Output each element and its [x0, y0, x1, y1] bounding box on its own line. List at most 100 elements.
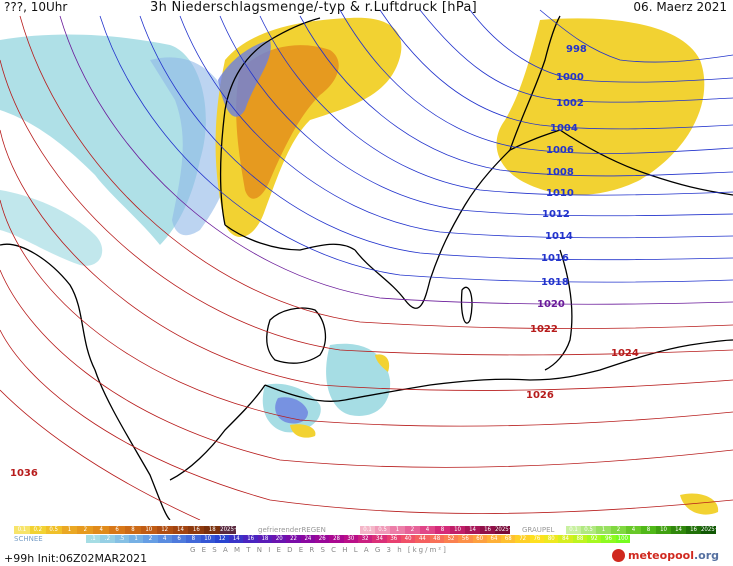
isobar-label-1036: 1036: [10, 468, 38, 479]
graupel-cell-5: 8: [641, 526, 656, 534]
rain-cell-11: 16: [188, 526, 205, 534]
init-time: +99h Init:06Z02MAR2021: [4, 552, 148, 565]
isobar-label-1002: 1002: [556, 98, 584, 109]
snow-cell-30: 72: [515, 535, 530, 543]
rain-area-denmark-edge: [375, 354, 390, 372]
forecast-time: ???, 10Uhr: [4, 0, 68, 14]
snow-cell-12: 18: [257, 535, 273, 543]
graupel-label: GRAUPEL: [522, 526, 555, 534]
snow-cell-25: 52: [443, 535, 459, 543]
freezing-rain-label: gefrierenderREGEN: [258, 526, 326, 534]
isobar-label-1000: 1000: [556, 72, 584, 83]
isobar-1014: [179, 15, 733, 239]
freezing-rain-cell-5: 8: [435, 526, 450, 534]
snow-cell-34: 88: [572, 535, 588, 543]
coast-baltics: [544, 249, 573, 371]
isobar-1008: [299, 15, 733, 177]
isobar-1010: [259, 15, 733, 196]
snow-cell-19: 32: [358, 535, 373, 543]
snow-area-germany-core: [275, 397, 308, 424]
graupel-cell-3: 2: [611, 526, 626, 534]
isobar-1020: [59, 15, 733, 305]
snow-cell-20: 34: [372, 535, 387, 543]
snow-cell-22: 40: [400, 535, 416, 543]
snow-cell-28: 64: [486, 535, 502, 543]
snow-cell-15: 24: [300, 535, 316, 543]
snow-cell-7: 8: [186, 535, 201, 543]
meteopool-logo[interactable]: meteopool.org: [628, 549, 719, 562]
logo-part-b: pool: [667, 549, 694, 562]
isobar-1024: [0, 59, 733, 356]
isobar-label-1018: 1018: [541, 277, 569, 288]
snow-cell-29: 68: [501, 535, 516, 543]
snow-cell-23: 44: [415, 535, 430, 543]
rain-cell-2: 0.5: [45, 526, 62, 534]
snow-cell-18: 30: [343, 535, 358, 543]
graupel-cell-9: 2025+: [701, 526, 716, 534]
isobar-1012: [219, 15, 733, 217]
isobar-1028: [0, 199, 733, 427]
isobar-label-1024: 1024: [611, 348, 639, 359]
snow-cell-32: 80: [544, 535, 559, 543]
isobar-lines: [0, 9, 733, 520]
snow-area-atlantic: [0, 34, 206, 245]
coast-finland-north: [509, 15, 561, 151]
rain-cell-0: 0.1: [14, 526, 30, 534]
isobar-label-1004: 1004: [550, 123, 578, 134]
snow-cell-3: 1: [128, 535, 144, 543]
freezing-rain-cell-3: 2: [405, 526, 420, 534]
rain-cell-10: 14: [172, 526, 189, 534]
freezing-rain-cell-4: 4: [420, 526, 435, 534]
rain-cell-12: 18: [204, 526, 221, 534]
isobar-1004: [379, 9, 733, 130]
island-gotland: [460, 286, 473, 324]
snow-area-sw: [0, 190, 103, 266]
graupel-cell-7: 14: [671, 526, 686, 534]
isobar-998: [539, 9, 733, 63]
total-precip-label: G E S A M T N I E D E R S C H L A G 3 h …: [190, 546, 448, 554]
snow-cell-33: 84: [558, 535, 573, 543]
weather-map[interactable]: 998 1000 1002 1004 1006 1008 1010 1012 1…: [0, 0, 733, 520]
rain-cell-8: 10: [140, 526, 157, 534]
meteopool-logo-icon: [612, 549, 625, 562]
graupel-cell-0: 0.1: [566, 526, 581, 534]
isobar-1022: [19, 15, 733, 329]
snow-cell-13: 20: [272, 535, 287, 543]
rain-cell-13: 2025+: [220, 526, 236, 534]
snow-area-north-sea-edge: [150, 57, 236, 236]
snow-cell-27: 60: [472, 535, 487, 543]
snow-cell-0: .1: [86, 535, 101, 543]
map-title: 3h Niederschlagsmenge/-typ & r.Luftdruck…: [150, 0, 478, 15]
freezing-rain-cell-6: 10: [450, 526, 465, 534]
snow-cell-16: 26: [315, 535, 330, 543]
isobar-1030: [0, 269, 733, 468]
snow-cell-37: 100: [615, 535, 630, 543]
snow-cell-1: .2: [100, 535, 115, 543]
isobar-label-1012: 1012: [542, 209, 570, 220]
rain-area-southeast: [680, 493, 719, 515]
coast-scotland: [0, 243, 171, 520]
freezing-rain-cell-8: 16: [480, 526, 495, 534]
precipitation-layer: [0, 17, 719, 515]
snow-cell-11: 16: [243, 535, 258, 543]
snow-label: SCHNEE: [14, 535, 43, 543]
isobar-1026: [0, 129, 733, 391]
isobar-1000: [469, 9, 733, 83]
forecast-date: 06. Maerz 2021: [633, 0, 727, 14]
freezing-rain-cell-7: 14: [465, 526, 480, 534]
rain-cell-9: 12: [156, 526, 173, 534]
isobar-label-1026: 1026: [526, 390, 554, 401]
isobar-label-1008: 1008: [546, 167, 574, 178]
rain-cell-1: 0.2: [29, 526, 46, 534]
coast-germany-poland: [264, 339, 733, 402]
snow-cell-35: 92: [587, 535, 602, 543]
freezing-rain-cell-0: 0.1: [360, 526, 375, 534]
snow-cell-6: 6: [171, 535, 187, 543]
snow-area-norway-coast: [218, 40, 271, 117]
rain-area-norway-core: [236, 45, 339, 199]
isobar-label-998: 998: [566, 44, 587, 55]
snow-cell-14: 22: [286, 535, 301, 543]
snow-cell-26: 56: [458, 535, 473, 543]
rain-cell-3: 1: [61, 526, 78, 534]
isobar-1002: [419, 9, 733, 103]
